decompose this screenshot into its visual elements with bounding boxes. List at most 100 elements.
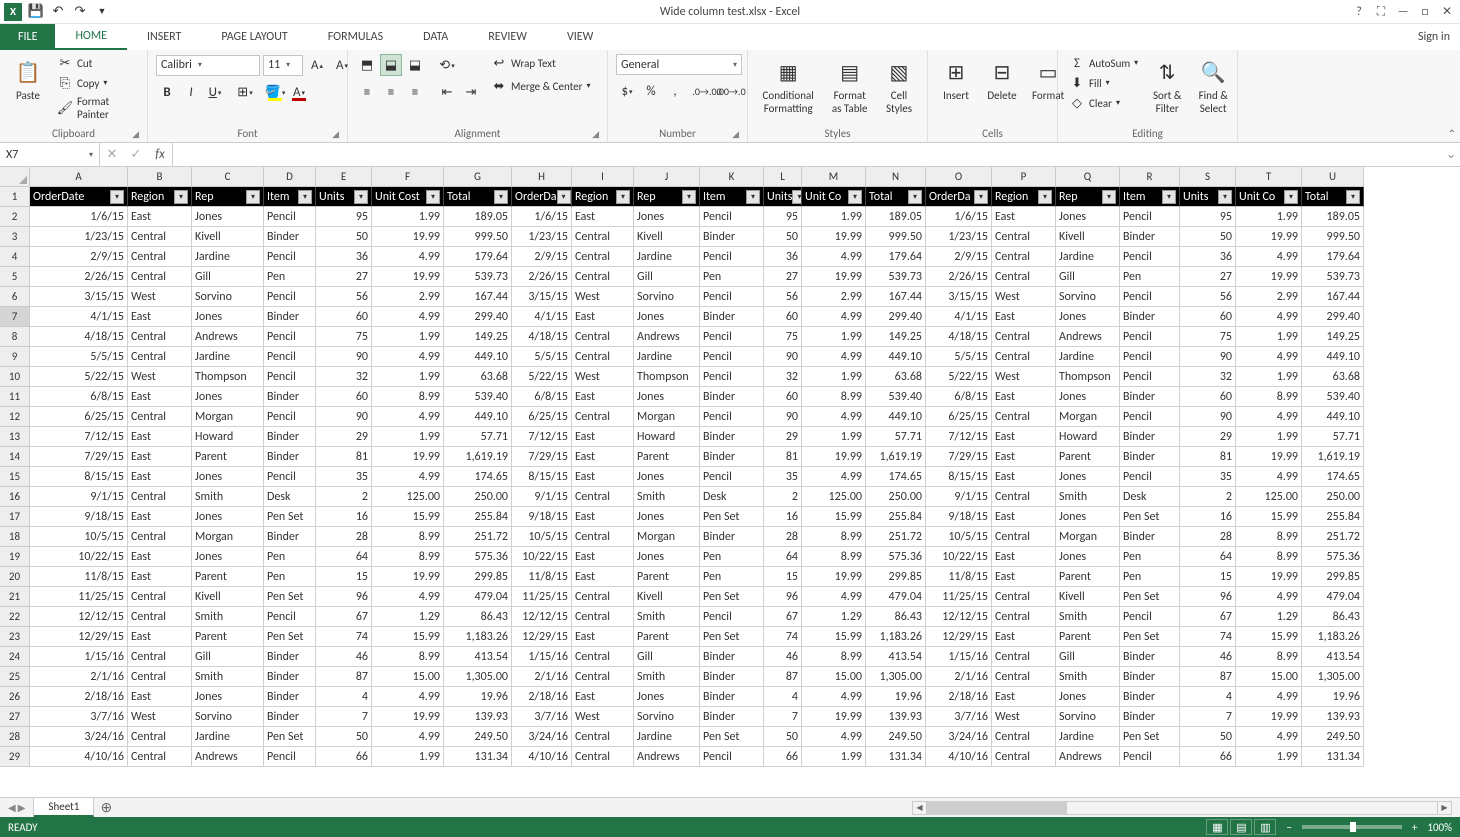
- table-header-cell[interactable]: Item▾: [264, 187, 316, 207]
- cell[interactable]: Morgan: [634, 407, 700, 427]
- column-header[interactable]: L: [764, 167, 802, 187]
- cell[interactable]: Jardine: [634, 347, 700, 367]
- cell[interactable]: 167.44: [1302, 287, 1364, 307]
- cell[interactable]: 1/15/16: [30, 647, 128, 667]
- cell[interactable]: 10/5/15: [926, 527, 992, 547]
- cell[interactable]: 4.99: [1236, 347, 1302, 367]
- align-middle-icon[interactable]: ⬓: [380, 54, 402, 76]
- cell[interactable]: 29: [764, 427, 802, 447]
- column-header[interactable]: Q: [1056, 167, 1120, 187]
- cell[interactable]: 63.68: [866, 367, 926, 387]
- cell[interactable]: 96: [316, 587, 372, 607]
- cell[interactable]: 90: [764, 347, 802, 367]
- filter-dropdown-icon[interactable]: ▾: [246, 190, 260, 204]
- cell[interactable]: East: [572, 507, 634, 527]
- cell[interactable]: 1.99: [1236, 327, 1302, 347]
- font-name-combo[interactable]: Calibri▾: [156, 55, 260, 76]
- cell[interactable]: East: [572, 467, 634, 487]
- accounting-format-icon[interactable]: $▾: [616, 80, 638, 102]
- cell[interactable]: 4.99: [802, 687, 866, 707]
- column-header[interactable]: I: [572, 167, 634, 187]
- cell[interactable]: 4.99: [802, 587, 866, 607]
- cell[interactable]: 179.64: [866, 247, 926, 267]
- cell[interactable]: Pencil: [1120, 747, 1180, 767]
- cell[interactable]: 2.99: [1236, 287, 1302, 307]
- filter-dropdown-icon[interactable]: ▾: [746, 190, 760, 204]
- cell[interactable]: West: [572, 707, 634, 727]
- cell[interactable]: 15: [764, 567, 802, 587]
- cell[interactable]: 413.54: [444, 647, 512, 667]
- new-sheet-button[interactable]: ⊕: [94, 798, 118, 817]
- align-right-icon[interactable]: ≡: [404, 81, 426, 103]
- table-header-cell[interactable]: Units▾: [764, 187, 802, 207]
- table-header-cell[interactable]: Units▾: [1180, 187, 1236, 207]
- cell[interactable]: East: [992, 427, 1056, 447]
- cell[interactable]: 4: [764, 687, 802, 707]
- cell[interactable]: 50: [316, 227, 372, 247]
- cell[interactable]: 449.10: [1302, 407, 1364, 427]
- cell[interactable]: 8/15/15: [926, 467, 992, 487]
- column-header[interactable]: U: [1302, 167, 1364, 187]
- tab-view[interactable]: VIEW: [547, 24, 613, 50]
- cell[interactable]: 19.99: [372, 447, 444, 467]
- cell[interactable]: 3/15/15: [30, 287, 128, 307]
- cell[interactable]: Andrews: [192, 327, 264, 347]
- cell[interactable]: Binder: [1120, 307, 1180, 327]
- cell[interactable]: Smith: [192, 667, 264, 687]
- zoom-level[interactable]: 100%: [1427, 821, 1452, 834]
- cell[interactable]: Central: [572, 527, 634, 547]
- table-header-cell[interactable]: Item▾: [1120, 187, 1180, 207]
- cell[interactable]: 60: [316, 387, 372, 407]
- cell[interactable]: Gill: [634, 267, 700, 287]
- cell[interactable]: Binder: [264, 227, 316, 247]
- cell[interactable]: 9/1/15: [926, 487, 992, 507]
- orientation-icon[interactable]: ⟲▾: [436, 54, 458, 76]
- row-header[interactable]: 10: [0, 367, 30, 387]
- row-header[interactable]: 7: [0, 307, 30, 327]
- cell[interactable]: 1/6/15: [512, 207, 572, 227]
- qat-customize-icon[interactable]: ▼: [94, 4, 110, 20]
- cell[interactable]: Gill: [1056, 267, 1120, 287]
- cell[interactable]: 4.99: [372, 687, 444, 707]
- column-header[interactable]: R: [1120, 167, 1180, 187]
- row-header[interactable]: 17: [0, 507, 30, 527]
- cell[interactable]: 96: [764, 587, 802, 607]
- cell[interactable]: Central: [128, 347, 192, 367]
- cell[interactable]: 125.00: [1236, 487, 1302, 507]
- horizontal-scrollbar[interactable]: ◀ ▶: [912, 801, 1452, 815]
- cell[interactable]: 1.99: [802, 747, 866, 767]
- cell[interactable]: 4: [1180, 687, 1236, 707]
- increase-indent-icon[interactable]: ⇥: [460, 81, 482, 103]
- cell[interactable]: Pen Set: [1120, 587, 1180, 607]
- cell[interactable]: 413.54: [866, 647, 926, 667]
- font-size-combo[interactable]: 11▾: [263, 55, 303, 76]
- cell[interactable]: 174.65: [444, 467, 512, 487]
- cell[interactable]: 96: [1180, 587, 1236, 607]
- cell[interactable]: Jardine: [1056, 727, 1120, 747]
- cell[interactable]: Pencil: [700, 287, 764, 307]
- cell[interactable]: Binder: [1120, 227, 1180, 247]
- cell[interactable]: 86.43: [1302, 607, 1364, 627]
- cell[interactable]: Binder: [264, 427, 316, 447]
- sort-filter-button[interactable]: ⇅Sort & Filter: [1147, 54, 1187, 117]
- cell[interactable]: Pencil: [264, 247, 316, 267]
- cell[interactable]: 1.29: [372, 607, 444, 627]
- row-header[interactable]: 12: [0, 407, 30, 427]
- column-header[interactable]: T: [1236, 167, 1302, 187]
- cell[interactable]: Sorvino: [634, 707, 700, 727]
- cell[interactable]: Pencil: [700, 347, 764, 367]
- cell[interactable]: 1,183.26: [1302, 627, 1364, 647]
- cell[interactable]: Central: [572, 667, 634, 687]
- cell[interactable]: 28: [764, 527, 802, 547]
- filter-dropdown-icon[interactable]: ▾: [1102, 190, 1116, 204]
- cell[interactable]: West: [128, 287, 192, 307]
- cell[interactable]: 12/12/15: [926, 607, 992, 627]
- cell[interactable]: East: [572, 447, 634, 467]
- cell[interactable]: 4/1/15: [30, 307, 128, 327]
- merge-center-button[interactable]: ⬌Merge & Center▾: [488, 77, 594, 95]
- cell[interactable]: Smith: [192, 487, 264, 507]
- cell[interactable]: West: [572, 367, 634, 387]
- cell[interactable]: Morgan: [192, 527, 264, 547]
- cell[interactable]: 5/5/15: [30, 347, 128, 367]
- cell[interactable]: 2/18/16: [30, 687, 128, 707]
